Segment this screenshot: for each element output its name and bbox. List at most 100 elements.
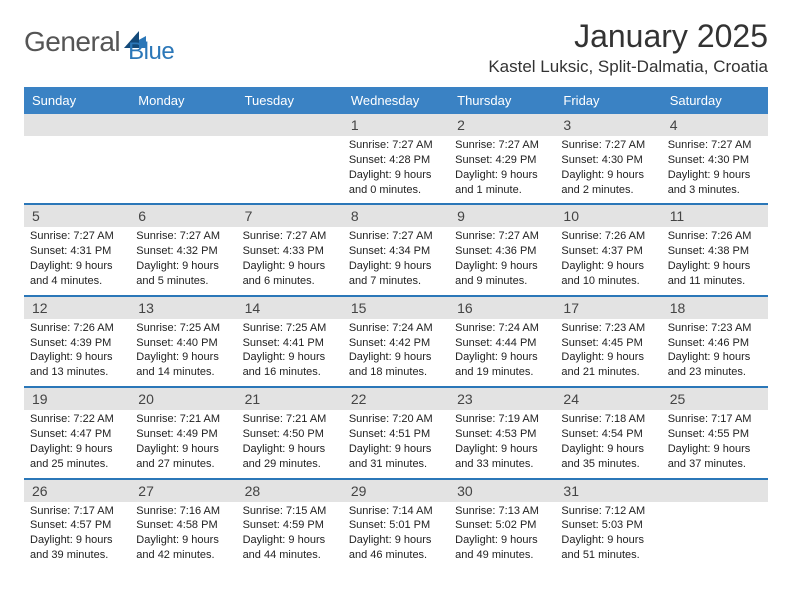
daylight-line1: Daylight: 9 hours [668, 350, 762, 365]
day-cell: Sunrise: 7:27 AM Sunset: 4:30 PM Dayligh… [555, 136, 661, 203]
daylight-line1: Daylight: 9 hours [668, 259, 762, 274]
sunrise-text: Sunrise: 7:27 AM [561, 138, 655, 153]
sunset-text: Sunset: 5:01 PM [349, 518, 443, 533]
day-cell: Sunrise: 7:23 AMSunset: 4:45 PMDaylight:… [555, 319, 661, 386]
day-number: 22 [343, 388, 449, 410]
day-number: 16 [449, 297, 555, 319]
daylight-line2: and 21 minutes. [561, 365, 655, 380]
weekday-header: Friday [555, 87, 661, 114]
day-cell: Sunrise: 7:24 AMSunset: 4:44 PMDaylight:… [449, 319, 555, 386]
sunrise-text: Sunrise: 7:22 AM [30, 412, 124, 427]
sunrise-text: Sunrise: 7:26 AM [30, 321, 124, 336]
daylight-line2: and 9 minutes. [455, 274, 549, 289]
sunrise-text: Sunrise: 7:23 AM [668, 321, 762, 336]
sunset-text: Sunset: 4:37 PM [561, 244, 655, 259]
sunrise-text: Sunrise: 7:27 AM [243, 229, 337, 244]
daylight-line1: Daylight: 9 hours [561, 350, 655, 365]
day-number: 31 [555, 480, 661, 502]
daynum-row: 19 20 21 22 23 24 25 [24, 388, 768, 410]
sunset-text: Sunset: 4:47 PM [30, 427, 124, 442]
day-number: 23 [449, 388, 555, 410]
location-subtitle: Kastel Luksic, Split-Dalmatia, Croatia [488, 57, 768, 77]
day-number: 11 [662, 205, 768, 227]
day-number: 20 [130, 388, 236, 410]
day-cell: Sunrise: 7:27 AMSunset: 4:36 PMDaylight:… [449, 227, 555, 294]
sunrise-text: Sunrise: 7:23 AM [561, 321, 655, 336]
weekday-header: Tuesday [237, 87, 343, 114]
daylight-line2: and 1 minute. [455, 183, 549, 198]
sunset-text: Sunset: 4:58 PM [136, 518, 230, 533]
day-cell [237, 136, 343, 203]
weekday-header: Thursday [449, 87, 555, 114]
daylight-line1: Daylight: 9 hours [561, 259, 655, 274]
day-number: 7 [237, 205, 343, 227]
day-cell: Sunrise: 7:21 AMSunset: 4:50 PMDaylight:… [237, 410, 343, 477]
daylight-line1: Daylight: 9 hours [668, 168, 762, 183]
day-cell: Sunrise: 7:24 AMSunset: 4:42 PMDaylight:… [343, 319, 449, 386]
daylight-line1: Daylight: 9 hours [136, 533, 230, 548]
daylight-line2: and 39 minutes. [30, 548, 124, 563]
daynum-row: 12 13 14 15 16 17 18 [24, 297, 768, 319]
daylight-line2: and 18 minutes. [349, 365, 443, 380]
day-number: 12 [24, 297, 130, 319]
day-cell: Sunrise: 7:14 AMSunset: 5:01 PMDaylight:… [343, 502, 449, 569]
daylight-line1: Daylight: 9 hours [349, 259, 443, 274]
daylight-line1: Daylight: 9 hours [30, 350, 124, 365]
daynum-row: 26 27 28 29 30 31 [24, 480, 768, 502]
weekday-header-row: Sunday Monday Tuesday Wednesday Thursday… [24, 87, 768, 114]
daylight-line1: Daylight: 9 hours [30, 442, 124, 457]
sunrise-text: Sunrise: 7:27 AM [668, 138, 762, 153]
sunrise-text: Sunrise: 7:27 AM [349, 229, 443, 244]
daylight-line2: and 3 minutes. [668, 183, 762, 198]
daylight-line2: and 11 minutes. [668, 274, 762, 289]
calendar-table: Sunday Monday Tuesday Wednesday Thursday… [24, 87, 768, 569]
sunset-text: Sunset: 4:59 PM [243, 518, 337, 533]
day-number: 18 [662, 297, 768, 319]
day-number: 19 [24, 388, 130, 410]
day-number: 8 [343, 205, 449, 227]
daylight-line2: and 42 minutes. [136, 548, 230, 563]
daylight-line1: Daylight: 9 hours [30, 533, 124, 548]
day-cell: Sunrise: 7:25 AMSunset: 4:41 PMDaylight:… [237, 319, 343, 386]
sunset-text: Sunset: 4:30 PM [668, 153, 762, 168]
sunrise-text: Sunrise: 7:16 AM [136, 504, 230, 519]
daylight-line2: and 33 minutes. [455, 457, 549, 472]
sunset-text: Sunset: 4:46 PM [668, 336, 762, 351]
day-cell: Sunrise: 7:27 AM Sunset: 4:30 PM Dayligh… [662, 136, 768, 203]
day-number: 26 [24, 480, 130, 502]
daylight-line2: and 51 minutes. [561, 548, 655, 563]
week-row: Sunrise: 7:22 AMSunset: 4:47 PMDaylight:… [24, 410, 768, 477]
day-cell: Sunrise: 7:27 AM Sunset: 4:29 PM Dayligh… [449, 136, 555, 203]
sunset-text: Sunset: 4:40 PM [136, 336, 230, 351]
daylight-line1: Daylight: 9 hours [349, 350, 443, 365]
daylight-line2: and 35 minutes. [561, 457, 655, 472]
logo: General Blue [24, 18, 174, 66]
sunset-text: Sunset: 4:41 PM [243, 336, 337, 351]
daylight-line1: Daylight: 9 hours [561, 442, 655, 457]
week-row: Sunrise: 7:27 AMSunset: 4:31 PMDaylight:… [24, 227, 768, 294]
sunrise-text: Sunrise: 7:17 AM [668, 412, 762, 427]
day-cell: Sunrise: 7:26 AMSunset: 4:37 PMDaylight:… [555, 227, 661, 294]
day-cell [662, 502, 768, 569]
daylight-line2: and 6 minutes. [243, 274, 337, 289]
sunrise-text: Sunrise: 7:14 AM [349, 504, 443, 519]
daylight-line1: Daylight: 9 hours [243, 533, 337, 548]
sunset-text: Sunset: 4:53 PM [455, 427, 549, 442]
daylight-line2: and 0 minutes. [349, 183, 443, 198]
day-number: 17 [555, 297, 661, 319]
day-number: 6 [130, 205, 236, 227]
day-cell: Sunrise: 7:27 AM Sunset: 4:28 PM Dayligh… [343, 136, 449, 203]
daylight-line1: Daylight: 9 hours [243, 442, 337, 457]
sunrise-text: Sunrise: 7:27 AM [455, 229, 549, 244]
day-number: 25 [662, 388, 768, 410]
day-number: 3 [555, 114, 661, 136]
day-number [130, 114, 236, 136]
daylight-line1: Daylight: 9 hours [561, 533, 655, 548]
daylight-line1: Daylight: 9 hours [455, 442, 549, 457]
sunset-text: Sunset: 4:54 PM [561, 427, 655, 442]
weekday-header: Sunday [24, 87, 130, 114]
daylight-line1: Daylight: 9 hours [455, 350, 549, 365]
day-number: 13 [130, 297, 236, 319]
daylight-line1: Daylight: 9 hours [561, 168, 655, 183]
daylight-line2: and 7 minutes. [349, 274, 443, 289]
